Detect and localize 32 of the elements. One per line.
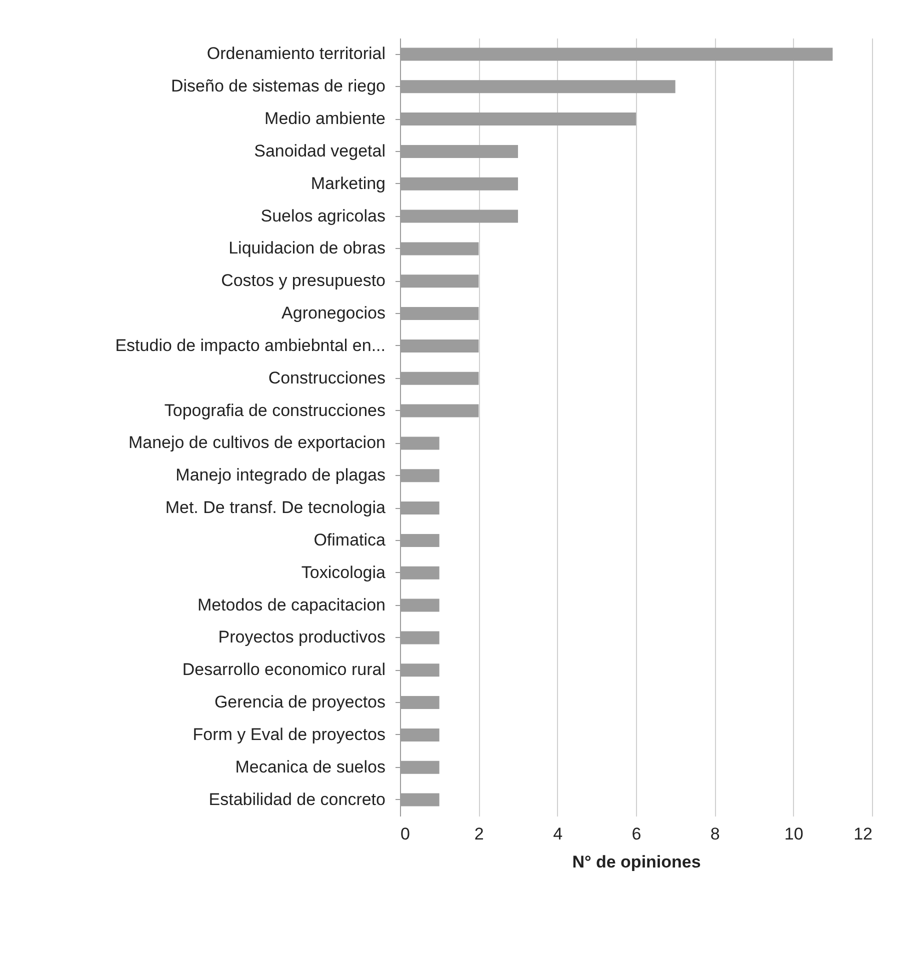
y-tick-label: Form y Eval de proyectos	[192, 724, 386, 744]
y-tick-label: Suelos agricolas	[260, 206, 386, 226]
y-tick-label: Construcciones	[268, 368, 386, 388]
x-axis-title: N° de opiniones	[572, 852, 701, 872]
y-tick-label: Estabilidad de concreto	[208, 790, 386, 809]
y-tick-label: Met. De transf. De tecnologia	[165, 498, 386, 518]
y-tick-label: Manejo de cultivos de exportacion	[128, 433, 386, 452]
x-tick-label: 8	[710, 824, 720, 844]
y-tick-label: Topografia de construcciones	[164, 400, 386, 420]
y-tick-label: Ofimatica	[314, 530, 386, 550]
x-tick-label: 12	[854, 824, 872, 844]
y-tick-label: Medio ambiente	[264, 109, 386, 128]
y-tick-label: Costos y presupuesto	[221, 271, 386, 290]
y-tick-label: Toxicologia	[301, 562, 386, 582]
y-tick-label: Gerencia de proyectos	[214, 692, 386, 712]
y-tick-label: Liquidacion de obras	[228, 238, 386, 258]
y-tick-label: Agronegocios	[282, 304, 386, 323]
x-tick-label: 6	[632, 824, 642, 844]
y-tick-label: Ordenamiento territorial	[206, 44, 386, 64]
y-tick-label: Metodos de capacitacion	[197, 595, 386, 614]
y-tick-label: Manejo integrado de plagas	[176, 466, 386, 485]
x-tick-label: 4	[553, 824, 563, 844]
y-tick-label: Desarrollo economico rural	[182, 660, 386, 680]
y-tick-label: Diseño de sistemas de riego	[170, 76, 386, 96]
y-tick-label: Sanoidad vegetal	[254, 141, 386, 160]
x-tick-label: 0	[400, 824, 410, 844]
x-tick-label: 2	[474, 824, 484, 844]
y-tick-label: Mecanica de suelos	[235, 757, 386, 776]
x-tick-label: 10	[784, 824, 804, 844]
y-tick-label: Estudio de impacto ambiebntal en...	[115, 336, 386, 355]
y-tick-label: Proyectos productivos	[218, 628, 386, 647]
y-tick-label: Marketing	[310, 174, 386, 193]
